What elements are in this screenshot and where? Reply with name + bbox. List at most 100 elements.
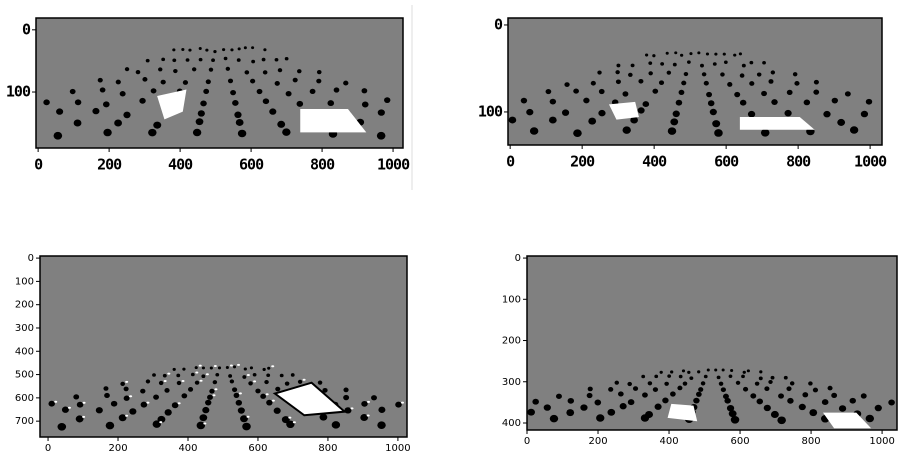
plant: [761, 90, 767, 97]
plant: [209, 366, 213, 370]
plant: [597, 70, 602, 75]
plant: [756, 398, 764, 405]
plant: [662, 397, 669, 404]
plant: [687, 60, 691, 64]
speckle: [302, 378, 306, 381]
plant: [667, 127, 677, 135]
plant: [225, 366, 229, 369]
plant: [722, 52, 726, 56]
y-tick-label: 400: [15, 346, 34, 357]
plant: [286, 420, 295, 429]
plant: [632, 386, 639, 391]
plant: [674, 51, 678, 55]
plant: [231, 387, 238, 393]
plant: [319, 413, 328, 421]
y-tick-label: 0: [494, 15, 503, 33]
plant: [587, 386, 593, 392]
plant: [567, 397, 575, 404]
plant: [608, 387, 614, 392]
x-tick-label: 800: [310, 156, 335, 174]
plant: [808, 381, 813, 386]
plant: [229, 379, 235, 384]
white-marker: [667, 403, 698, 422]
plant: [727, 82, 733, 87]
speckle: [214, 388, 218, 391]
plant: [545, 88, 552, 95]
plant: [181, 47, 185, 51]
plant: [395, 401, 402, 408]
plant: [586, 392, 593, 399]
plant: [237, 129, 247, 138]
plant: [549, 414, 559, 423]
plant: [697, 51, 701, 55]
plant: [201, 366, 205, 370]
plant: [678, 374, 683, 379]
plant: [865, 98, 873, 105]
plant: [590, 80, 596, 86]
plant: [760, 128, 770, 137]
plant: [248, 381, 253, 386]
plant: [831, 97, 839, 104]
plant: [677, 385, 683, 391]
plant: [758, 376, 763, 381]
plant: [201, 374, 206, 379]
y-tick-label: 100: [478, 102, 503, 120]
plant: [721, 368, 725, 372]
plant: [249, 366, 254, 370]
plant: [642, 101, 650, 108]
plant: [195, 118, 204, 126]
plant: [837, 118, 846, 126]
plant: [831, 392, 838, 399]
speckle: [167, 372, 171, 375]
plant: [164, 409, 172, 416]
plant: [703, 80, 709, 86]
plant: [142, 77, 148, 82]
plant: [659, 370, 663, 374]
plant: [181, 393, 188, 399]
plant: [211, 58, 215, 63]
plant: [849, 397, 856, 404]
plant: [250, 78, 256, 84]
plant: [212, 380, 218, 385]
plant: [228, 374, 233, 378]
plant: [361, 400, 368, 407]
plant: [768, 379, 773, 384]
x-tick-label: 1000: [377, 156, 410, 174]
plant: [232, 365, 237, 369]
plant: [173, 68, 178, 74]
plant: [215, 372, 220, 377]
plant: [139, 97, 146, 104]
white-marker: [823, 412, 872, 429]
frame: [526, 255, 898, 431]
plant: [616, 63, 621, 68]
image: [508, 18, 882, 145]
plant: [105, 421, 115, 430]
plant: [182, 80, 189, 85]
plant: [110, 400, 118, 407]
plant: [730, 369, 734, 373]
plant: [778, 393, 784, 399]
plant: [642, 392, 648, 398]
speckle: [237, 363, 241, 366]
speckle: [288, 416, 292, 419]
plant: [735, 380, 741, 385]
plant: [670, 118, 679, 126]
plant: [296, 100, 304, 107]
plant: [194, 366, 198, 370]
plant: [172, 58, 177, 63]
plant: [384, 97, 391, 104]
plant: [242, 422, 251, 431]
plant: [182, 367, 186, 371]
plant: [607, 408, 616, 416]
speckle: [82, 401, 86, 404]
plant: [95, 407, 103, 414]
plant: [243, 46, 247, 50]
white-marker: [608, 101, 639, 120]
speckle: [177, 402, 181, 405]
plant: [700, 381, 706, 386]
plant: [614, 380, 620, 385]
plant: [208, 67, 214, 72]
plant: [741, 374, 745, 379]
plant: [176, 380, 182, 386]
